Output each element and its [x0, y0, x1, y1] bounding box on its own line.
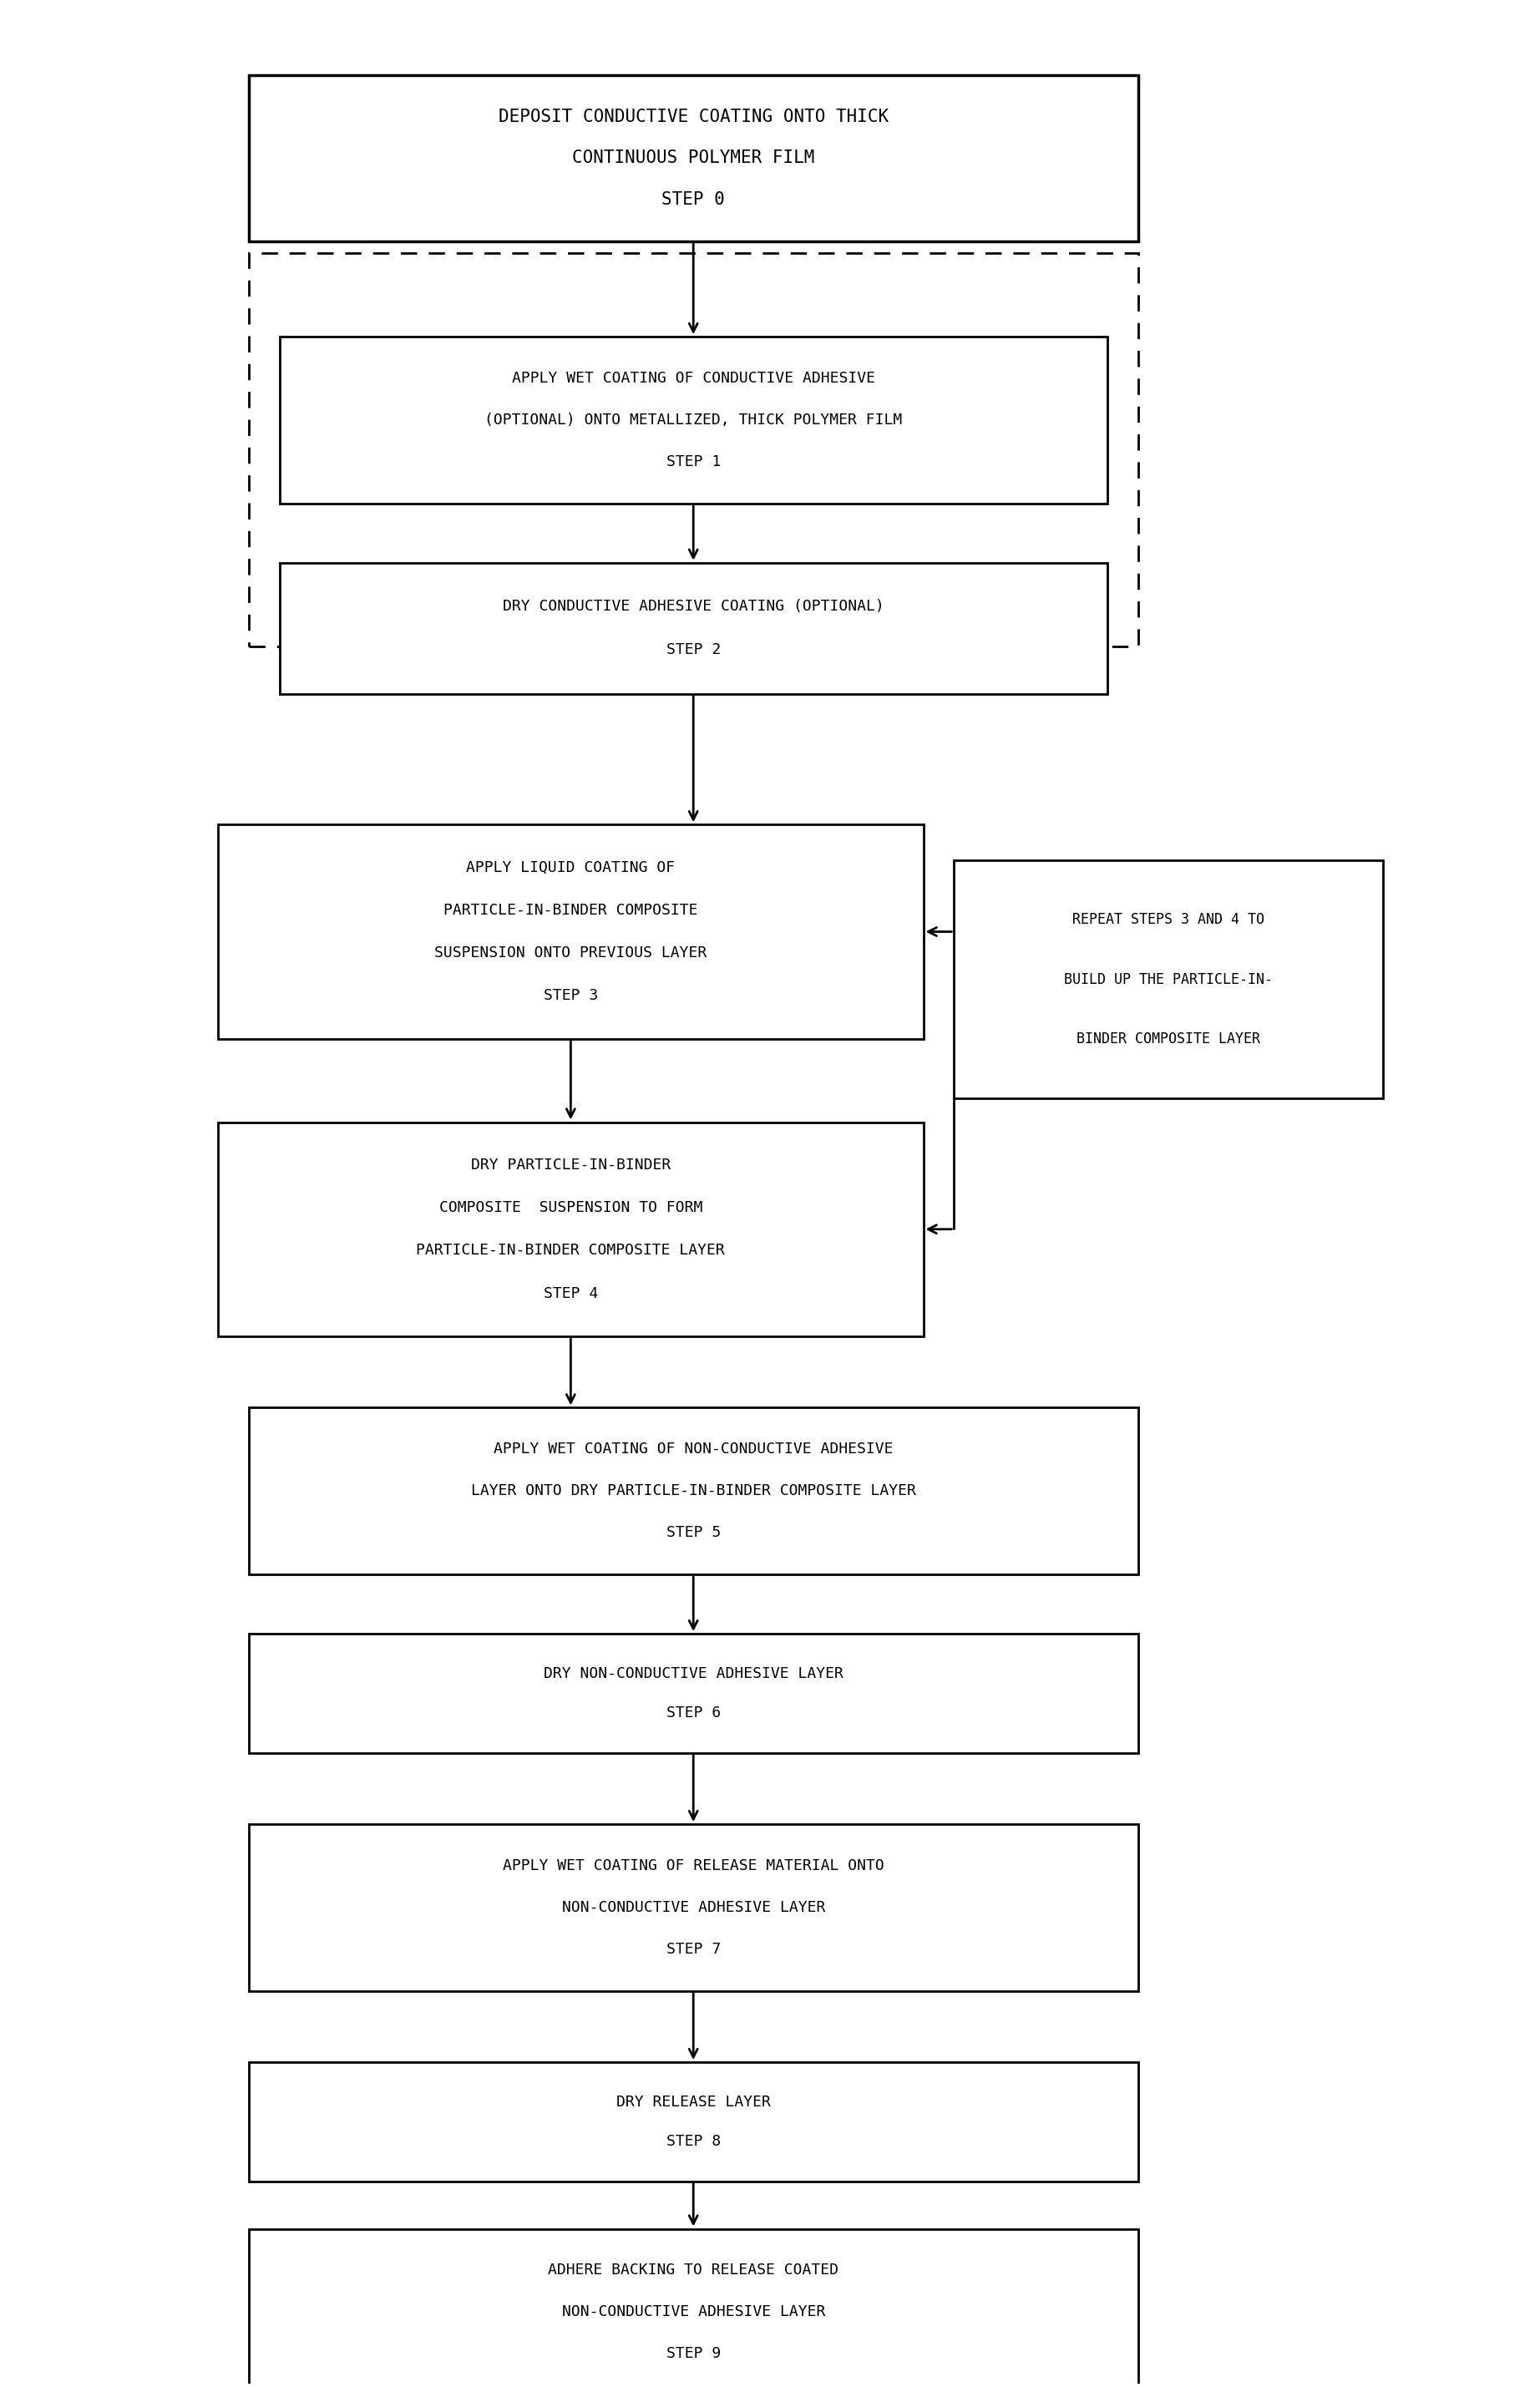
Text: APPLY WET COATING OF NON-CONDUCTIVE ADHESIVE: APPLY WET COATING OF NON-CONDUCTIVE ADHE… — [493, 1442, 893, 1456]
Text: DRY PARTICLE-IN-BINDER: DRY PARTICLE-IN-BINDER — [471, 1158, 670, 1172]
Text: STEP 6: STEP 6 — [667, 1707, 721, 1721]
Bar — [279, 563, 1107, 695]
Text: COMPOSITE  SUSPENSION TO FORM: COMPOSITE SUSPENSION TO FORM — [439, 1201, 702, 1215]
Bar — [249, 74, 1138, 241]
Bar — [249, 2229, 1138, 2387]
Text: STEP 0: STEP 0 — [662, 191, 725, 208]
Text: ADHERE BACKING TO RELEASE COATED: ADHERE BACKING TO RELEASE COATED — [548, 2263, 839, 2277]
Text: STEP 4: STEP 4 — [544, 1287, 598, 1301]
Bar — [249, 2062, 1138, 2182]
Text: APPLY LIQUID COATING OF: APPLY LIQUID COATING OF — [467, 859, 675, 876]
Text: STEP 1: STEP 1 — [667, 454, 721, 470]
Text: LAYER ONTO DRY PARTICLE-IN-BINDER COMPOSITE LAYER: LAYER ONTO DRY PARTICLE-IN-BINDER COMPOS… — [471, 1482, 916, 1499]
Text: STEP 3: STEP 3 — [544, 988, 598, 1003]
Bar — [249, 1408, 1138, 1575]
Text: NON-CONDUCTIVE ADHESIVE LAYER: NON-CONDUCTIVE ADHESIVE LAYER — [562, 2303, 825, 2320]
Text: NON-CONDUCTIVE ADHESIVE LAYER: NON-CONDUCTIVE ADHESIVE LAYER — [562, 1900, 825, 1914]
Text: DEPOSIT CONDUCTIVE COATING ONTO THICK: DEPOSIT CONDUCTIVE COATING ONTO THICK — [499, 107, 889, 124]
Text: BINDER COMPOSITE LAYER: BINDER COMPOSITE LAYER — [1076, 1031, 1260, 1046]
Text: (OPTIONAL) ONTO METALLIZED, THICK POLYMER FILM: (OPTIONAL) ONTO METALLIZED, THICK POLYME… — [485, 413, 902, 427]
Text: STEP 2: STEP 2 — [667, 642, 721, 656]
Text: STEP 5: STEP 5 — [667, 1525, 721, 1540]
Text: STEP 8: STEP 8 — [667, 2134, 721, 2148]
Text: DRY NON-CONDUCTIVE ADHESIVE LAYER: DRY NON-CONDUCTIVE ADHESIVE LAYER — [544, 1666, 844, 1680]
Bar — [279, 337, 1107, 504]
Bar — [219, 824, 924, 1038]
Bar — [249, 253, 1138, 647]
Text: STEP 7: STEP 7 — [667, 1941, 721, 1957]
Bar — [219, 1122, 924, 1337]
Text: REPEAT STEPS 3 AND 4 TO: REPEAT STEPS 3 AND 4 TO — [1072, 912, 1264, 926]
Text: CONTINUOUS POLYMER FILM: CONTINUOUS POLYMER FILM — [571, 150, 815, 167]
Bar — [953, 859, 1383, 1098]
Text: SUSPENSION ONTO PREVIOUS LAYER: SUSPENSION ONTO PREVIOUS LAYER — [434, 945, 707, 960]
Text: DRY RELEASE LAYER: DRY RELEASE LAYER — [616, 2093, 770, 2110]
Text: APPLY WET COATING OF CONDUCTIVE ADHESIVE: APPLY WET COATING OF CONDUCTIVE ADHESIVE — [511, 370, 875, 387]
Text: PARTICLE-IN-BINDER COMPOSITE LAYER: PARTICLE-IN-BINDER COMPOSITE LAYER — [416, 1244, 725, 1258]
Text: PARTICLE-IN-BINDER COMPOSITE: PARTICLE-IN-BINDER COMPOSITE — [444, 902, 698, 917]
Text: BUILD UP THE PARTICLE-IN-: BUILD UP THE PARTICLE-IN- — [1064, 972, 1274, 986]
Text: DRY CONDUCTIVE ADHESIVE COATING (OPTIONAL): DRY CONDUCTIVE ADHESIVE COATING (OPTIONA… — [502, 599, 884, 613]
Text: APPLY WET COATING OF RELEASE MATERIAL ONTO: APPLY WET COATING OF RELEASE MATERIAL ON… — [502, 1859, 884, 1874]
Bar — [249, 1633, 1138, 1752]
Text: STEP 9: STEP 9 — [667, 2346, 721, 2361]
Bar — [249, 1824, 1138, 1991]
